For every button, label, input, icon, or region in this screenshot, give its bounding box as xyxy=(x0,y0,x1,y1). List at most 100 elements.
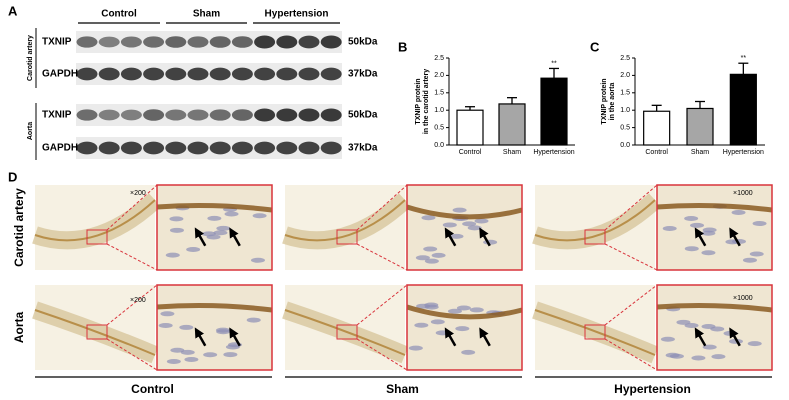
blot-band xyxy=(143,109,165,121)
x-tick-label: Hypertension xyxy=(533,149,574,156)
blot-band xyxy=(209,36,231,48)
blot-band xyxy=(231,36,253,48)
bar xyxy=(686,107,714,146)
y-tick-label: 2.5 xyxy=(434,55,444,62)
column-label: Control xyxy=(131,382,174,396)
nucleus xyxy=(742,257,757,263)
nucleus xyxy=(414,322,429,328)
nucleus xyxy=(213,230,228,236)
blot-membrane xyxy=(76,63,342,85)
nucleus xyxy=(216,225,231,231)
y-tick-label: 1.0 xyxy=(620,107,630,114)
bar xyxy=(540,77,568,146)
blot-band xyxy=(120,67,142,81)
y-tick-label: 1.0 xyxy=(434,107,444,114)
y-tick-label: 1.5 xyxy=(620,90,630,97)
vessel-edge xyxy=(34,309,156,356)
x-tick-label: Control xyxy=(645,149,668,156)
nucleus xyxy=(430,319,445,325)
size-label: 37kDa xyxy=(348,69,378,80)
nucleus xyxy=(456,305,471,311)
nucleus xyxy=(469,307,484,313)
x-tick-label: Hypertension xyxy=(723,149,764,156)
vessel-edge xyxy=(284,199,406,242)
nucleus xyxy=(207,215,222,221)
bar xyxy=(643,110,671,146)
blot-band xyxy=(165,109,187,121)
panel-label: B xyxy=(398,39,407,54)
zoom-frame xyxy=(156,284,273,371)
nucleus xyxy=(408,345,423,351)
significance: ** xyxy=(551,60,557,67)
y-axis-label: TXNIP protein xyxy=(601,78,608,124)
tissue-label: Aorta xyxy=(27,122,34,140)
vessel-edge xyxy=(34,199,156,242)
nucleus xyxy=(455,326,470,332)
stained-edge xyxy=(406,304,523,320)
blot-band xyxy=(209,141,231,155)
blot-band xyxy=(209,109,231,121)
blot-band xyxy=(320,108,342,122)
blot-band xyxy=(98,67,120,81)
nucleus xyxy=(179,324,194,330)
magnification: ×1000 xyxy=(733,295,753,302)
blot-band xyxy=(143,36,165,48)
nucleus xyxy=(184,357,199,363)
blot-band xyxy=(209,67,231,81)
nucleus xyxy=(669,353,684,359)
blot-band xyxy=(276,141,298,155)
nucleus xyxy=(250,257,265,263)
blot-band xyxy=(165,67,187,81)
vessel-edge xyxy=(534,199,656,242)
y-axis-label: in the aorta xyxy=(609,83,616,121)
blot-band xyxy=(165,141,187,155)
roi-box xyxy=(584,229,606,245)
zoom-frame xyxy=(656,284,773,371)
arrow xyxy=(229,327,241,347)
arrow xyxy=(479,227,491,247)
row-label: Aorta xyxy=(12,312,26,344)
blot-band xyxy=(254,67,276,81)
nucleus xyxy=(216,329,231,335)
roi-box xyxy=(86,324,108,340)
nucleus xyxy=(684,246,699,252)
nucleus xyxy=(424,302,439,308)
column-label: Sham xyxy=(386,382,419,396)
y-tick-label: 2.0 xyxy=(434,72,444,79)
y-tick-label: 0.0 xyxy=(434,142,444,149)
blot-band xyxy=(165,36,187,48)
panel-label: D xyxy=(8,169,17,184)
protein-label: TXNIP xyxy=(42,110,72,121)
nucleus xyxy=(747,341,762,347)
nucleus xyxy=(467,225,482,231)
blot-band xyxy=(187,141,209,155)
nucleus xyxy=(158,323,173,329)
size-label: 50kDa xyxy=(348,110,378,121)
nucleus xyxy=(474,218,489,224)
roi-link xyxy=(106,184,158,231)
blot-band xyxy=(298,141,320,155)
nucleus xyxy=(702,344,717,350)
roi-box xyxy=(584,324,606,340)
blot-group-label: Control xyxy=(101,9,137,20)
blot-membrane xyxy=(76,137,342,159)
zoom-frame xyxy=(656,184,773,271)
arrow xyxy=(694,327,707,347)
nucleus xyxy=(424,258,439,264)
x-tick-label: Sham xyxy=(691,149,709,156)
roi-link xyxy=(356,184,408,231)
blot-band xyxy=(76,141,98,155)
y-tick-label: 0.5 xyxy=(620,124,630,131)
nucleus xyxy=(702,227,717,233)
y-tick-label: 0.0 xyxy=(620,142,630,149)
blot-band xyxy=(76,67,98,81)
zoom-frame xyxy=(406,284,523,371)
nucleus xyxy=(691,355,706,361)
nucleus xyxy=(246,317,261,323)
nucleus xyxy=(421,215,436,221)
magnification: ×200 xyxy=(130,190,146,197)
protein-label: GAPDH xyxy=(42,69,78,80)
nucleus xyxy=(462,221,477,227)
protein-label: GAPDH xyxy=(42,143,78,154)
